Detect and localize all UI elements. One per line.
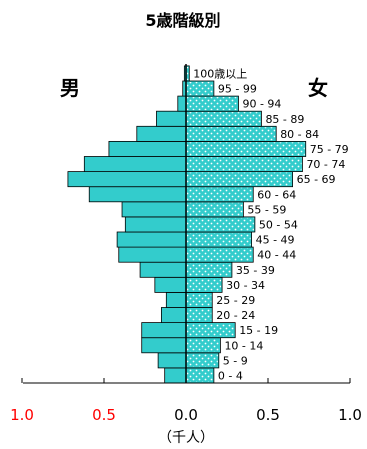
age-group-label: 80 - 84 [280, 128, 319, 141]
male-bar [164, 367, 187, 384]
age-group-label: 70 - 74 [306, 158, 345, 171]
male-bar [83, 156, 187, 173]
bars-group [67, 65, 307, 384]
male-bar [141, 322, 187, 339]
female-bar-dots [187, 66, 189, 80]
age-group-label: 60 - 64 [257, 188, 296, 201]
male-bar [154, 276, 187, 293]
male-bar [124, 216, 187, 233]
male-bar [88, 186, 187, 203]
male-bar [108, 140, 187, 157]
age-group-label: 0 - 4 [218, 369, 243, 382]
male-bar [157, 352, 187, 369]
female-bar-dots [187, 112, 261, 126]
male-bar [165, 291, 187, 308]
age-group-label: 50 - 54 [259, 218, 298, 231]
female-bar-dots [187, 278, 222, 292]
female-bar-dots [187, 233, 251, 247]
x-axis-unit-label: （千人） [158, 430, 214, 446]
x-tick-label: 1.0 [338, 406, 362, 424]
age-group-label: 35 - 39 [236, 264, 275, 277]
x-tick-label: 1.0 [10, 406, 34, 424]
female-bar-dots [187, 142, 305, 156]
age-group-label: 30 - 34 [226, 279, 265, 292]
age-group-label: 15 - 19 [239, 324, 278, 337]
male-bar [156, 110, 187, 127]
age-group-label: 95 - 99 [218, 83, 257, 96]
female-bar-dots [187, 368, 213, 382]
female-bar-dots [187, 308, 212, 322]
age-group-label: 100歳以上 [193, 67, 247, 80]
female-bar-dots [187, 127, 276, 141]
female-bar-dots [187, 82, 213, 96]
female-bar-dots [187, 97, 238, 111]
age-labels-group: 0 - 4 5 - 9 10 - 14 15 - 19 20 - 24 25 - 29 30… [193, 67, 348, 382]
chart-title: 5歳階級別 [145, 11, 220, 30]
age-group-label: 25 - 29 [216, 294, 255, 307]
male-bar [67, 171, 187, 188]
female-bar-dots [187, 202, 243, 216]
female-bar-dots [187, 263, 231, 277]
male-bar [121, 201, 187, 218]
male-bar [160, 307, 187, 324]
x-tick-label: 0.5 [256, 406, 280, 424]
male-bar [136, 125, 187, 142]
female-bar-dots [187, 172, 292, 186]
age-group-label: 65 - 69 [297, 173, 336, 186]
male-bar [141, 337, 187, 354]
x-tick-label: 0.0 [174, 406, 198, 424]
age-group-label: 40 - 44 [257, 249, 296, 262]
age-group-label: 55 - 59 [247, 203, 286, 216]
age-group-label: 75 - 79 [310, 143, 349, 156]
male-bar [139, 261, 187, 278]
female-bar-dots [187, 217, 254, 231]
age-group-label: 45 - 49 [256, 234, 295, 247]
female-bar-dots [187, 187, 253, 201]
age-group-label: 10 - 14 [224, 339, 263, 352]
age-group-label: 5 - 9 [223, 354, 248, 367]
male-bar [116, 231, 187, 248]
male-bar [177, 95, 187, 112]
x-tick-label: 0.5 [92, 406, 116, 424]
age-group-label: 90 - 94 [242, 98, 281, 111]
female-bar-dots [187, 293, 212, 307]
female-bar-dots [187, 248, 253, 262]
legend-female-label: 女 [308, 76, 328, 100]
male-bar [118, 246, 187, 263]
age-group-label: 85 - 89 [265, 113, 304, 126]
age-group-label: 20 - 24 [216, 309, 255, 322]
legend-male-label: 男 [60, 76, 80, 100]
female-bar-dots [187, 353, 218, 367]
x-ticks-group: 1.0 0.5 0.0 0.5 1.0 [10, 378, 362, 424]
female-bar-dots [187, 323, 235, 337]
female-bar-dots [187, 157, 302, 171]
female-bar-dots [187, 338, 220, 352]
